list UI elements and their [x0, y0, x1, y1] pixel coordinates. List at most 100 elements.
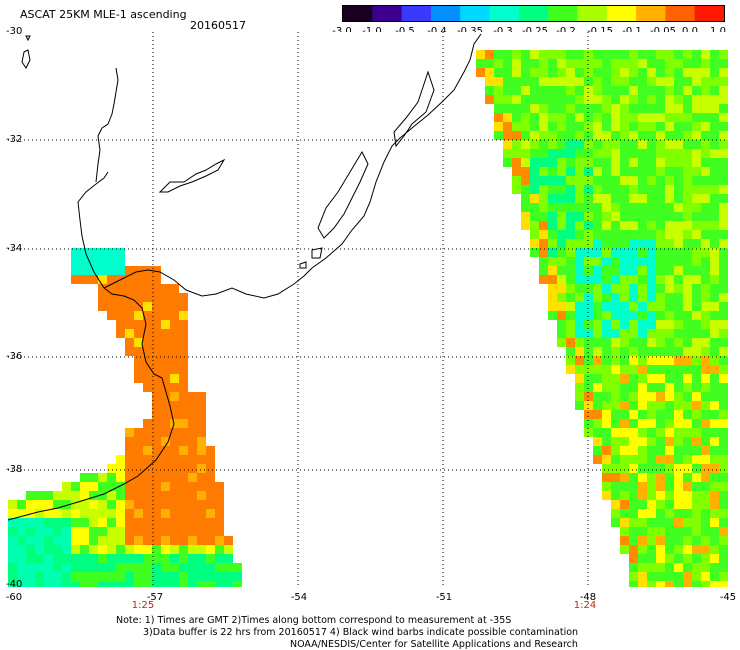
- data-cell: [152, 347, 161, 356]
- data-cell: [647, 212, 656, 221]
- footnote-line-1: Note: 1) Times are GMT 2)Times along bot…: [116, 615, 512, 626]
- data-cell: [143, 437, 152, 446]
- data-cell: [197, 455, 206, 464]
- colorbar-label: -0.3: [493, 26, 513, 37]
- data-cell: [656, 410, 665, 419]
- data-cell: [638, 302, 647, 311]
- data-cell: [656, 356, 665, 365]
- data-cell: [638, 248, 647, 257]
- data-cell: [188, 428, 197, 437]
- data-cell: [656, 95, 665, 104]
- data-cell: [719, 473, 728, 482]
- data-cell: [656, 446, 665, 455]
- data-cell: [170, 473, 179, 482]
- data-cell: [620, 167, 629, 176]
- data-cell: [116, 554, 125, 563]
- data-cell: [530, 203, 539, 212]
- data-cell: [647, 464, 656, 473]
- data-cell: [692, 50, 701, 59]
- data-cell: [647, 266, 656, 275]
- data-cell: [611, 500, 620, 509]
- data-cell: [719, 572, 728, 581]
- product-date: 20160517: [190, 19, 246, 32]
- data-cell: [710, 194, 719, 203]
- data-cell: [566, 221, 575, 230]
- data-cell: [539, 140, 548, 149]
- data-cell: [683, 401, 692, 410]
- data-cell: [638, 203, 647, 212]
- data-cell: [692, 86, 701, 95]
- data-cell: [89, 572, 98, 581]
- data-cell: [620, 59, 629, 68]
- data-cell: [584, 167, 593, 176]
- data-cell: [611, 410, 620, 419]
- data-cell: [512, 77, 521, 86]
- data-cell: [188, 401, 197, 410]
- data-cell: [134, 581, 143, 587]
- data-cell: [656, 59, 665, 68]
- data-cell: [629, 500, 638, 509]
- data-cell: [647, 509, 656, 518]
- data-cell: [557, 239, 566, 248]
- data-cell: [710, 185, 719, 194]
- data-cell: [485, 95, 494, 104]
- data-cell: [35, 545, 44, 554]
- data-cell: [683, 185, 692, 194]
- data-cell: [692, 230, 701, 239]
- data-cell: [683, 257, 692, 266]
- data-cell: [557, 203, 566, 212]
- data-cell: [602, 428, 611, 437]
- data-cell: [548, 86, 557, 95]
- data-cell: [80, 518, 89, 527]
- data-cell: [539, 239, 548, 248]
- data-cell: [557, 176, 566, 185]
- data-cell: [143, 464, 152, 473]
- data-cell: [584, 329, 593, 338]
- data-cell: [719, 293, 728, 302]
- data-cell: [638, 194, 647, 203]
- data-cell: [152, 545, 161, 554]
- data-cell: [620, 68, 629, 77]
- colorbar-swatch: [606, 6, 637, 21]
- data-cell: [620, 239, 629, 248]
- data-cell: [665, 554, 674, 563]
- data-cell: [602, 50, 611, 59]
- data-cell: [602, 185, 611, 194]
- data-cell: [701, 221, 710, 230]
- data-cell: [701, 266, 710, 275]
- data-cell: [53, 581, 62, 587]
- data-cell: [719, 185, 728, 194]
- data-cell: [548, 293, 557, 302]
- data-cell: [692, 338, 701, 347]
- data-cell: [620, 383, 629, 392]
- data-cell: [539, 86, 548, 95]
- data-cell: [683, 338, 692, 347]
- data-cell: [134, 554, 143, 563]
- data-cell: [719, 554, 728, 563]
- data-cell: [179, 356, 188, 365]
- data-cell: [566, 59, 575, 68]
- data-cell: [8, 563, 17, 572]
- data-cell: [521, 104, 530, 113]
- data-cell: [683, 194, 692, 203]
- data-cell: [125, 320, 134, 329]
- data-cell: [179, 455, 188, 464]
- data-cell: [647, 131, 656, 140]
- data-cell: [638, 86, 647, 95]
- data-cell: [620, 473, 629, 482]
- data-cell: [629, 239, 638, 248]
- data-cell: [683, 140, 692, 149]
- data-cell: [710, 527, 719, 536]
- data-cell: [161, 482, 170, 491]
- data-cell: [611, 158, 620, 167]
- data-cell: [665, 536, 674, 545]
- data-cell: [593, 185, 602, 194]
- data-cell: [188, 563, 197, 572]
- data-cell: [683, 446, 692, 455]
- data-cell: [161, 302, 170, 311]
- data-cell: [701, 176, 710, 185]
- data-cell: [638, 509, 647, 518]
- data-cell: [647, 311, 656, 320]
- data-cell: [629, 212, 638, 221]
- data-cell: [719, 455, 728, 464]
